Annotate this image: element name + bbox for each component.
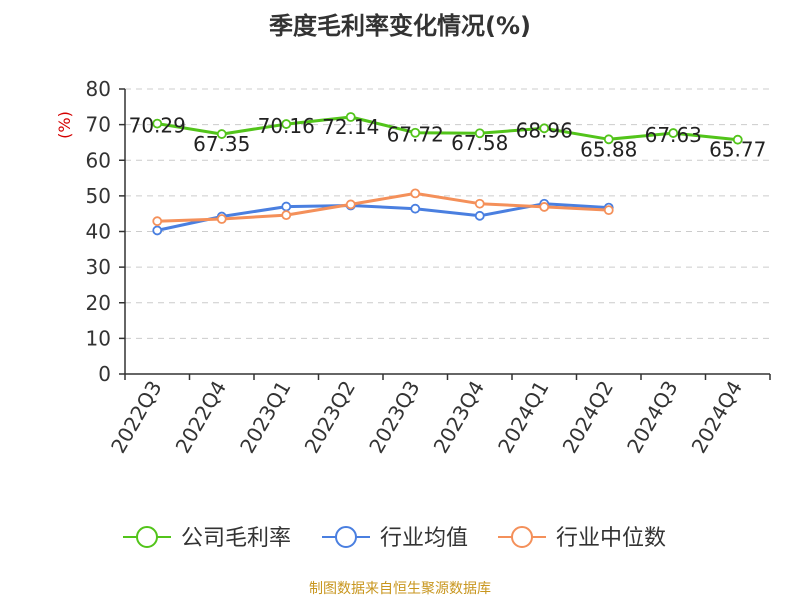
series-line-0: [157, 115, 738, 142]
legend-item-0[interactable]: 公司毛利率: [123, 526, 291, 551]
data-point[interactable]: [474, 128, 485, 139]
data-label: 72.14: [322, 115, 379, 139]
data-label: 67.63: [645, 123, 702, 147]
data-label: 70.16: [258, 114, 315, 138]
data-point[interactable]: [668, 128, 679, 138]
y-tick-label: 20: [86, 291, 111, 315]
legend-marker: [136, 526, 158, 548]
legend-item-2[interactable]: 行业中位数: [498, 526, 666, 551]
data-point[interactable]: [281, 201, 292, 212]
axes: (%): [55, 88, 771, 380]
series-lines: [152, 112, 743, 236]
source-note: 制图数据来自恒生聚源数据库: [309, 581, 491, 597]
data-label: 67.72: [387, 123, 444, 147]
x-tick-label: 2024Q2: [558, 377, 618, 458]
data-point[interactable]: [345, 112, 356, 122]
x-tick-label: 2024Q3: [622, 377, 682, 458]
y-tick-labels: 0 10 20 30 40 50 60 70 80: [86, 77, 111, 386]
x-tick-label: 2024Q1: [493, 377, 553, 458]
data-point[interactable]: [474, 198, 485, 209]
legend-marker: [335, 526, 357, 548]
x-tick-label: 2022Q4: [171, 377, 231, 458]
data-point[interactable]: [732, 134, 743, 145]
data-labels: 70.29 67.35 70.16 72.14 67.72 67.58 68.96 65.88…: [129, 114, 767, 162]
y-tick-label: 80: [86, 77, 111, 101]
data-point[interactable]: [410, 188, 421, 199]
y-tick-label: 60: [86, 148, 111, 172]
y-tick-label: 40: [86, 220, 111, 244]
data-point[interactable]: [410, 127, 421, 138]
legend-item-1[interactable]: 行业均值: [322, 526, 468, 551]
data-point[interactable]: [216, 214, 227, 224]
series-line-2: [157, 191, 609, 223]
data-point[interactable]: [216, 129, 227, 139]
y-tick-label: 50: [86, 184, 111, 208]
grid-lines: [125, 88, 770, 339]
chart-title: 季度毛利率变化情况(%): [269, 12, 531, 40]
x-tick-label: 2022Q3: [106, 377, 166, 458]
x-tick-label: 2023Q2: [300, 377, 360, 458]
data-point[interactable]: [410, 203, 421, 214]
data-label: 70.29: [129, 114, 186, 138]
data-point[interactable]: [281, 210, 292, 221]
legend-marker: [511, 526, 533, 548]
data-label: 68.96: [516, 118, 573, 142]
data-point[interactable]: [603, 205, 614, 216]
data-point[interactable]: [152, 225, 163, 236]
legend[interactable]: 公司毛利率 行业均值 行业中位数: [123, 526, 666, 551]
y-axis-label: (%): [55, 111, 74, 139]
x-tick-label: 2023Q4: [429, 377, 489, 458]
data-point[interactable]: [281, 119, 292, 129]
legend-label: 行业中位数: [556, 526, 666, 551]
legend-label: 行业均值: [380, 526, 468, 551]
data-point[interactable]: [152, 118, 163, 129]
x-tick-label: 2023Q1: [235, 377, 295, 458]
x-tick-label: 2024Q4: [687, 377, 747, 458]
y-tick-label: 30: [86, 255, 111, 279]
data-point[interactable]: [539, 202, 550, 212]
data-point[interactable]: [345, 199, 356, 210]
y-tick-label: 10: [86, 326, 111, 350]
y-tick-label: 70: [86, 113, 111, 137]
y-tick-label: 0: [98, 362, 111, 386]
data-point[interactable]: [474, 210, 485, 221]
data-label: 65.77: [709, 138, 766, 162]
legend-label: 公司毛利率: [181, 526, 291, 551]
x-tick-label: 2023Q3: [364, 377, 424, 458]
data-label: 65.88: [580, 137, 637, 161]
data-label: 67.58: [451, 131, 508, 155]
data-label: 67.35: [193, 132, 250, 156]
data-point[interactable]: [603, 134, 614, 145]
data-point[interactable]: [152, 216, 163, 227]
data-point[interactable]: [539, 123, 550, 134]
x-tick-labels: 2022Q3 2022Q4 2023Q1 2023Q2 2023Q3 2023Q4 2024…: [106, 377, 747, 458]
